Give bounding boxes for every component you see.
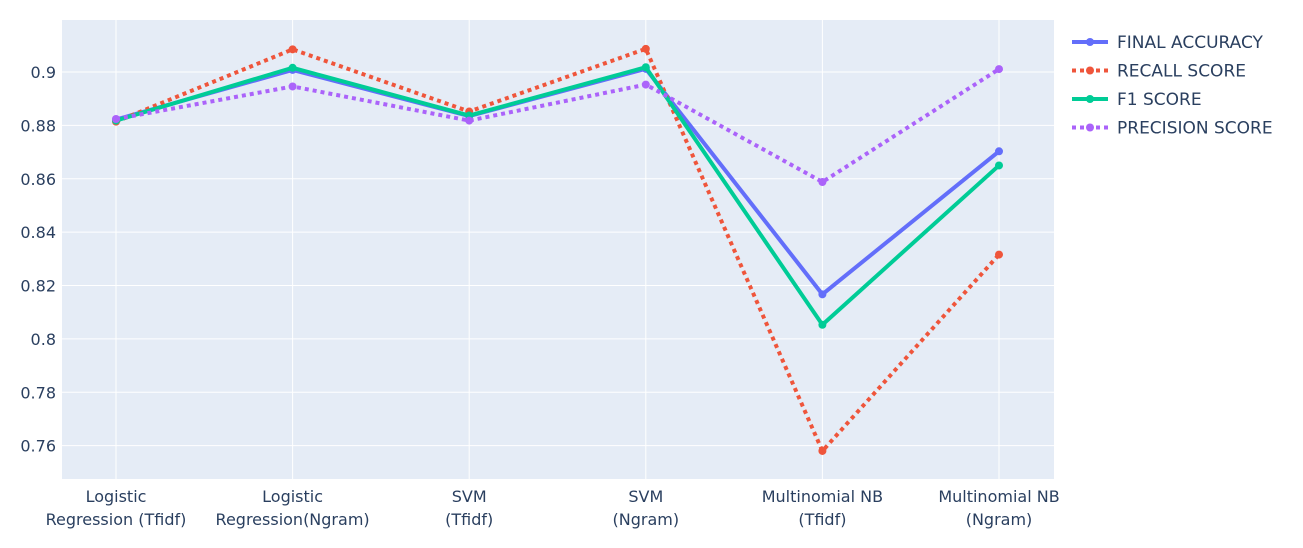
data-point-f1-score bbox=[818, 320, 827, 329]
legend-label: RECALL SCORE bbox=[1117, 62, 1246, 82]
legend-label: FINAL ACCURACY bbox=[1117, 33, 1264, 53]
legend-item-f1-score[interactable]: F1 SCORE bbox=[1072, 90, 1202, 110]
data-point-precision-score bbox=[112, 115, 120, 124]
data-point-f1-score bbox=[995, 161, 1003, 170]
series-f1-score bbox=[112, 63, 1003, 329]
legend-label: PRECISION SCORE bbox=[1117, 119, 1273, 139]
data-point-recall-score bbox=[818, 446, 827, 455]
legend-swatch-marker bbox=[1086, 38, 1094, 46]
legend-item-precision-score[interactable]: PRECISION SCORE bbox=[1072, 119, 1273, 139]
data-point-precision-score bbox=[465, 116, 474, 125]
legend-label: F1 SCORE bbox=[1117, 90, 1202, 110]
x-tick-label: Multinomial NB (Tfidf) bbox=[762, 487, 883, 529]
series-line-f1-score bbox=[115, 65, 1001, 327]
y-tick-label: 0.86 bbox=[20, 170, 56, 189]
x-tick-label: Multinomial NB (Ngram) bbox=[938, 487, 1059, 529]
y-tick-label: 0.76 bbox=[20, 437, 56, 456]
legend-item-recall-score[interactable]: RECALL SCORE bbox=[1072, 62, 1246, 82]
data-point-final-accuracy bbox=[818, 290, 827, 299]
legend-swatch-marker bbox=[1086, 95, 1094, 103]
series-layer bbox=[112, 44, 1003, 455]
y-tick-label: 0.82 bbox=[20, 277, 56, 296]
data-point-precision-score bbox=[641, 80, 650, 89]
legend-swatch-marker bbox=[1086, 66, 1094, 75]
x-tick-label: Logistic Regression (Tfidf) bbox=[46, 487, 187, 529]
data-point-precision-score bbox=[288, 82, 297, 91]
legend-swatch-marker bbox=[1086, 123, 1094, 132]
series-precision-score bbox=[112, 65, 1003, 186]
grid-layer bbox=[62, 20, 1054, 479]
data-point-final-accuracy bbox=[995, 147, 1003, 156]
x-tick-label: SVM (Tfidf) bbox=[445, 487, 493, 529]
data-point-f1-score bbox=[288, 63, 297, 72]
data-point-precision-score bbox=[995, 65, 1003, 74]
legend-item-final-accuracy[interactable]: FINAL ACCURACY bbox=[1072, 33, 1264, 53]
y-tick-label: 0.78 bbox=[20, 383, 56, 402]
x-tick-label: Logistic Regression(Ngram) bbox=[216, 487, 370, 529]
series-line-recall-score bbox=[115, 46, 1001, 453]
legend[interactable]: FINAL ACCURACY RECALL SCORE F1 SCORE PRECIS… bbox=[1072, 33, 1273, 139]
y-tick-label: 0.84 bbox=[20, 223, 56, 242]
data-point-recall-score bbox=[288, 45, 297, 54]
axis-layer: 0.76 0.78 0.8 0.82 0.84 0.86 0.88 0.9 Logistic Re… bbox=[20, 63, 1059, 529]
data-point-f1-score bbox=[641, 63, 650, 72]
series-line-precision-score bbox=[115, 67, 1001, 184]
y-tick-label: 0.88 bbox=[20, 116, 56, 135]
y-tick-label: 0.9 bbox=[31, 63, 56, 82]
data-point-recall-score bbox=[641, 44, 650, 53]
data-point-recall-score bbox=[995, 250, 1003, 259]
data-point-precision-score bbox=[818, 177, 827, 186]
y-tick-label: 0.8 bbox=[31, 330, 56, 349]
x-tick-label: SVM (Ngram) bbox=[613, 487, 680, 529]
